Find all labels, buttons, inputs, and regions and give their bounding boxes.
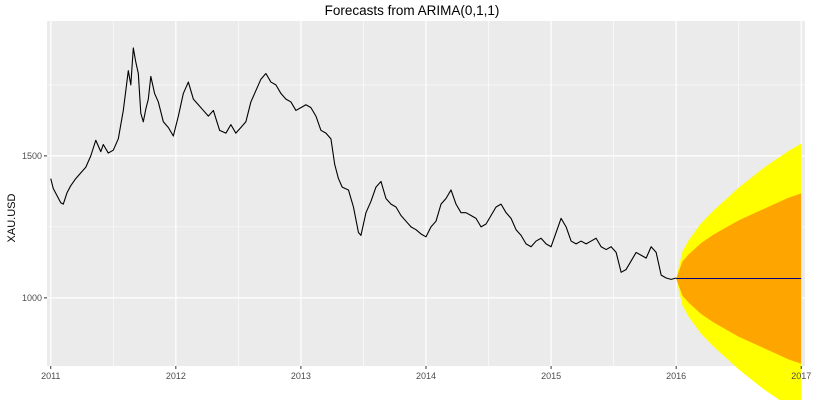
y-tick-label: 1500 (22, 151, 42, 161)
x-tick-label: 2012 (166, 371, 186, 381)
x-axis: 2011 2012 2013 2014 2015 2016 2017 (41, 366, 811, 381)
plot-area (47, 21, 805, 400)
x-tick-label: 2013 (291, 371, 311, 381)
observed-series-line (50, 47, 677, 280)
x-tick-label: 2014 (416, 371, 436, 381)
y-axis-title: XAU.USD (6, 193, 18, 242)
x-tick-label: 2016 (666, 371, 686, 381)
series-lines (50, 47, 802, 280)
y-axis: 1000 1500 (22, 151, 47, 303)
chart-title: Forecasts from ARIMA(0,1,1) (325, 3, 500, 18)
x-tick-label: 2015 (541, 371, 561, 381)
x-tick-label: 2011 (41, 371, 60, 381)
x-tick-label: 2017 (791, 371, 811, 381)
y-tick-label: 1000 (22, 293, 42, 303)
